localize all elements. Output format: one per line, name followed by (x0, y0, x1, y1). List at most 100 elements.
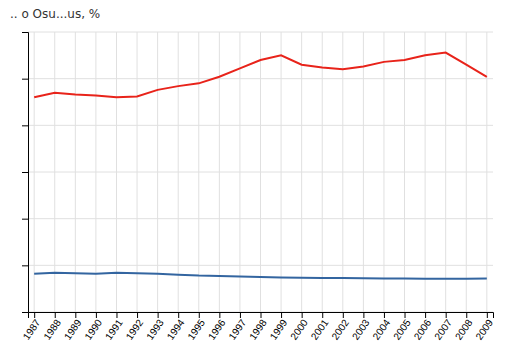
x-tick-label: 1998 (247, 317, 269, 342)
x-tick: 1989 (62, 312, 84, 342)
x-tick: 2009 (473, 312, 495, 342)
x-tick-mark (302, 312, 303, 318)
grid-line (425, 32, 426, 312)
x-tick-mark (363, 312, 364, 318)
x-tick-mark (446, 312, 447, 318)
x-tick-mark (55, 312, 56, 318)
x-tick: 1992 (124, 312, 146, 342)
x-tick: 2005 (391, 312, 413, 342)
grid-line (322, 32, 323, 312)
x-tick: 1990 (82, 312, 104, 342)
x-tick-mark (240, 312, 241, 318)
grid-line (239, 32, 240, 312)
y-tick (22, 32, 28, 33)
x-tick-label: 1993 (144, 317, 166, 342)
y-tick-mark (22, 312, 28, 313)
x-tick-mark (384, 312, 385, 318)
x-tick: 2001 (309, 312, 331, 342)
x-tick-mark (96, 312, 97, 318)
x-tick-label: 2005 (391, 317, 413, 342)
x-tick-mark (178, 312, 179, 318)
x-tick: 2008 (453, 312, 475, 342)
x-tick-label: 1990 (82, 317, 104, 342)
x-tick-mark (487, 312, 488, 318)
grid-line (363, 32, 364, 312)
x-tick-mark (199, 312, 200, 318)
y-tick-mark (22, 32, 28, 33)
x-tick-label: 1992 (124, 317, 146, 342)
line (34, 53, 487, 98)
grid-line (404, 32, 405, 312)
x-tick: 2006 (412, 312, 434, 342)
x-tick-label: 1999 (268, 317, 290, 342)
title: .. o Osu...us, % (10, 7, 100, 21)
grid-line (383, 32, 384, 312)
x-tick-label: 2001 (309, 317, 331, 342)
grid-line (445, 32, 446, 312)
x-tick-mark (116, 312, 117, 318)
x-tick: 1987 (21, 312, 43, 342)
x-tick-label: 1988 (41, 317, 63, 342)
x-tick-label: 1987 (21, 317, 43, 342)
x-tick-mark (219, 312, 220, 318)
chart: .. o Osu...us, % 198719881989199019911992… (0, 0, 509, 360)
x-tick: 2002 (329, 312, 351, 342)
grid-line (75, 32, 76, 312)
grid-line (116, 32, 117, 312)
x-tick-mark (405, 312, 406, 318)
y-tick (22, 265, 28, 266)
lines (34, 53, 487, 279)
y-axis-line (22, 33, 29, 313)
y-tick (22, 312, 28, 313)
x-tick-label: 1995 (185, 317, 207, 342)
grid (28, 32, 493, 312)
x-tick-mark (34, 312, 35, 318)
grid-line (95, 32, 96, 312)
x-tick-label: 1991 (103, 317, 125, 342)
grid-line (137, 32, 138, 312)
y-tick-mark (22, 172, 28, 173)
x-tick: 2004 (370, 312, 392, 342)
x-tick-label: 2006 (412, 317, 434, 342)
y-tick (22, 79, 28, 80)
x-tick-label: 1997 (226, 317, 248, 342)
x-tick: 1996 (206, 312, 228, 342)
x-tick: 1998 (247, 312, 269, 342)
x-tick-label: 2007 (432, 317, 454, 342)
grid-line (342, 32, 343, 312)
y-tick (22, 219, 28, 220)
x-axis: 1987198819891990199119921993199419951996… (21, 312, 496, 342)
grid-line (486, 32, 487, 312)
x-tick: 1999 (268, 312, 290, 342)
x-tick: 1995 (185, 312, 207, 342)
grid-line (178, 32, 179, 312)
x-tick-mark (137, 312, 138, 318)
y-tick-mark (22, 219, 28, 220)
line (34, 273, 487, 279)
x-tick-label: 2004 (370, 317, 392, 342)
x-tick-label: 1996 (206, 317, 228, 342)
grid-line (301, 32, 302, 312)
x-tick: 1988 (41, 312, 63, 342)
x-tick-mark (261, 312, 262, 318)
x-tick-label: 2000 (288, 317, 310, 342)
y-tick-mark (22, 125, 28, 126)
grid-line (157, 32, 158, 312)
x-tick: 2000 (288, 312, 310, 342)
x-tick-label: 1989 (62, 317, 84, 342)
grid-line (219, 32, 220, 312)
y-axis (22, 33, 29, 313)
x-tick-label: 2009 (473, 317, 495, 342)
y-tick (22, 172, 28, 173)
x-tick: 2003 (350, 312, 372, 342)
y-tick-mark (22, 79, 28, 80)
x-tick-label: 2003 (350, 317, 372, 342)
x-tick-mark (343, 312, 344, 318)
x-tick: 2007 (432, 312, 454, 342)
grid-line (54, 32, 55, 312)
x-tick-label: 2002 (329, 317, 351, 342)
x-tick-mark (466, 312, 467, 318)
plot: 1987198819891990199119921993199419951996… (21, 32, 496, 342)
grid-line (466, 32, 467, 312)
grid-line (198, 32, 199, 312)
